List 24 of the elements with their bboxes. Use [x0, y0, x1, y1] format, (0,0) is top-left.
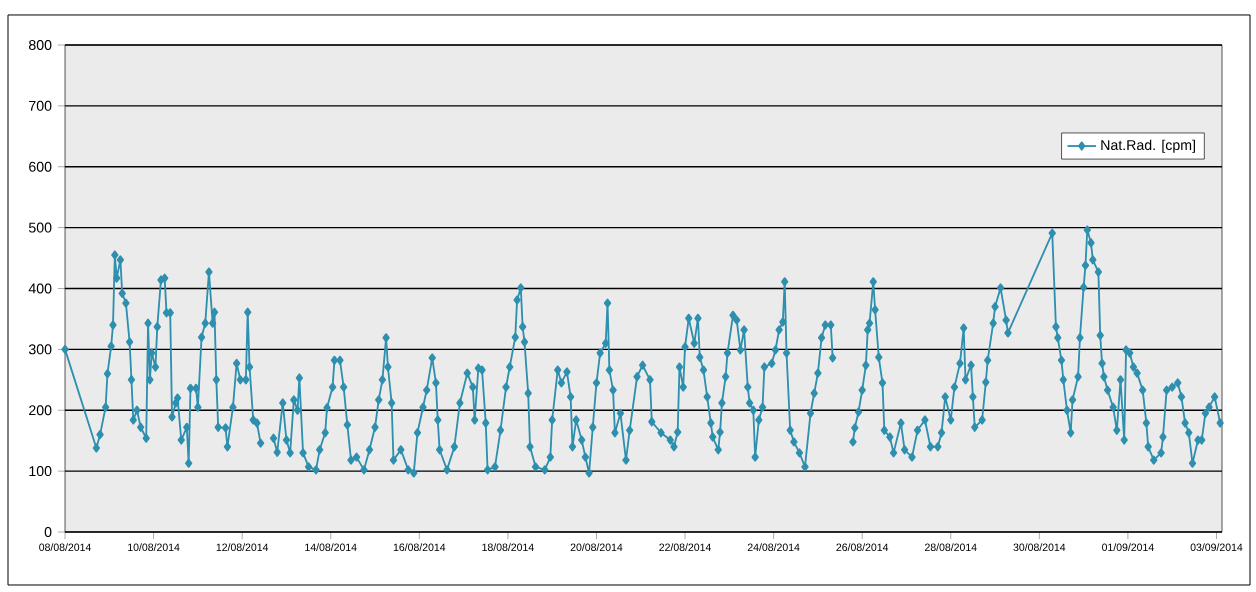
y-tick-label: 500 [28, 222, 52, 233]
y-tick-label: 800 [29, 39, 52, 50]
x-tick-label: 22/08/2014 [659, 543, 711, 552]
x-tick-label: 26/08/2014 [836, 543, 889, 552]
y-tick-label: 400 [28, 283, 52, 294]
x-tick-label: 28/08/2014 [925, 543, 977, 552]
x-tick-label: 20/08/2014 [570, 543, 623, 552]
y-tick-label: 300 [28, 344, 52, 355]
x-tick-label: 18/08/2014 [482, 543, 534, 552]
y-tick-label: 600 [29, 161, 52, 172]
y-tick-label: 700 [29, 100, 52, 111]
legend-label: Nat.Rad. [cpm] [1101, 139, 1195, 153]
x-tick-label: 01/09/2014 [1102, 543, 1154, 552]
x-tick-label: 08/08/2014 [39, 543, 91, 552]
y-tick-label: 0 [44, 526, 52, 537]
x-tick-label: 30/08/2014 [1013, 543, 1066, 552]
y-tick-label: 100 [29, 466, 52, 477]
x-tick-label: 14/08/2014 [305, 543, 357, 552]
x-tick-label: 24/08/2014 [747, 543, 800, 552]
x-tick-label: 16/08/2014 [393, 543, 446, 552]
x-tick-label: 03/09/2014 [1190, 543, 1243, 552]
x-tick-label: 10/08/2014 [128, 543, 180, 552]
y-tick-label: 200 [29, 405, 52, 416]
x-tick-label: 12/08/2014 [216, 543, 269, 552]
